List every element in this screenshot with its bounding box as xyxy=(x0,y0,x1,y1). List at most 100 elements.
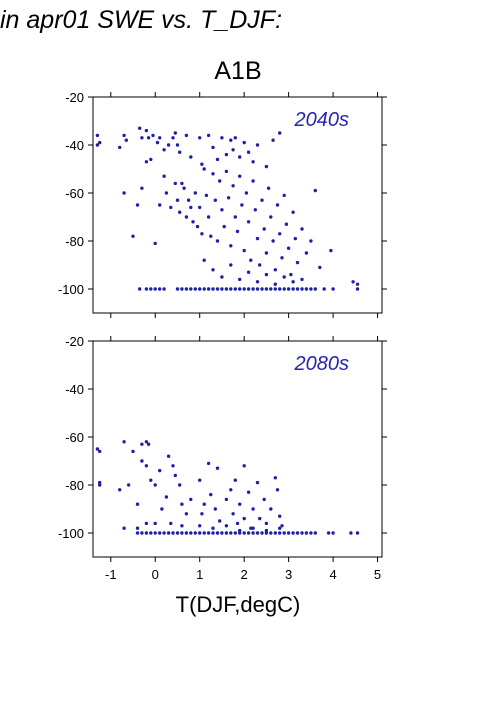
data-point xyxy=(251,179,255,183)
data-point xyxy=(118,145,122,150)
data-point xyxy=(155,140,160,145)
data-point xyxy=(135,203,140,207)
data-point xyxy=(291,531,295,535)
data-point xyxy=(211,526,215,530)
data-point xyxy=(293,236,297,241)
data-point xyxy=(229,287,233,291)
data-point xyxy=(215,157,220,162)
data-point xyxy=(271,138,275,142)
data-point xyxy=(304,251,309,255)
data-point xyxy=(140,136,144,140)
data-point xyxy=(175,198,180,202)
data-point xyxy=(262,227,266,231)
data-point xyxy=(98,483,102,487)
data-point xyxy=(286,531,291,535)
data-point xyxy=(122,191,126,195)
data-point xyxy=(273,282,277,286)
data-point xyxy=(169,205,173,210)
data-point xyxy=(164,495,169,499)
data-point xyxy=(313,287,317,291)
data-point xyxy=(211,172,215,176)
data-point xyxy=(189,287,193,291)
data-point xyxy=(180,524,184,528)
data-point xyxy=(289,272,293,277)
data-point xyxy=(264,272,269,277)
data-point xyxy=(95,133,100,138)
data-point xyxy=(171,531,175,535)
data-point xyxy=(131,234,135,238)
data-point xyxy=(144,531,149,535)
data-point xyxy=(98,140,102,145)
data-point xyxy=(126,483,131,487)
data-point xyxy=(98,449,102,454)
data-point xyxy=(135,531,140,535)
data-point xyxy=(286,246,291,250)
data-point xyxy=(211,531,215,535)
data-point xyxy=(251,526,255,530)
data-point xyxy=(220,208,224,212)
data-point xyxy=(226,196,231,200)
data-point xyxy=(162,148,166,152)
data-point xyxy=(193,287,197,291)
data-point xyxy=(184,287,189,291)
data-point xyxy=(278,531,282,535)
data-point xyxy=(280,524,284,528)
data-point xyxy=(138,126,142,130)
data-point xyxy=(291,280,295,284)
data-point xyxy=(202,258,206,262)
x-tick-label: 2 xyxy=(241,567,248,582)
x-tick-label: 4 xyxy=(329,567,336,582)
data-point xyxy=(200,232,204,236)
data-point xyxy=(271,239,275,243)
data-point xyxy=(224,152,229,157)
data-point xyxy=(264,521,269,526)
data-point xyxy=(231,512,235,516)
data-point xyxy=(158,531,162,535)
data-point xyxy=(224,524,229,528)
data-point xyxy=(300,531,304,535)
y-tick-label: -60 xyxy=(65,430,84,445)
data-point xyxy=(209,492,213,497)
data-point xyxy=(189,155,193,159)
data-point xyxy=(266,186,271,190)
data-point xyxy=(246,287,251,291)
data-point xyxy=(326,531,331,535)
data-point xyxy=(264,164,269,169)
data-point xyxy=(173,181,177,186)
data-point xyxy=(278,514,282,518)
data-point xyxy=(284,222,289,226)
data-point xyxy=(213,198,217,202)
data-point xyxy=(189,531,193,535)
data-point xyxy=(229,244,233,248)
data-point xyxy=(98,480,102,485)
data-point xyxy=(202,287,206,291)
data-point xyxy=(158,287,162,291)
data-point xyxy=(282,275,286,279)
data-point xyxy=(242,140,246,145)
data-point xyxy=(251,531,255,535)
data-point xyxy=(224,287,229,291)
data-point xyxy=(300,277,304,282)
data-point xyxy=(184,215,189,219)
data-point xyxy=(175,143,180,147)
data-point xyxy=(282,193,286,198)
y-tick-label: -100 xyxy=(58,282,84,297)
data-point xyxy=(275,488,280,492)
data-point xyxy=(273,476,277,480)
data-point xyxy=(206,287,211,291)
y-tick-label: -80 xyxy=(65,478,84,493)
data-point xyxy=(273,531,277,535)
data-point xyxy=(235,229,240,234)
data-point xyxy=(153,287,157,291)
data-point xyxy=(255,287,260,291)
x-axis-label: T(DJF,degC) xyxy=(175,592,301,617)
data-point xyxy=(255,480,260,485)
data-point xyxy=(151,133,155,138)
data-point xyxy=(220,136,224,140)
data-point xyxy=(238,531,242,535)
data-point xyxy=(149,478,153,482)
data-point xyxy=(184,133,189,138)
data-point xyxy=(355,282,360,286)
data-point xyxy=(264,531,269,535)
data-point xyxy=(138,287,142,291)
